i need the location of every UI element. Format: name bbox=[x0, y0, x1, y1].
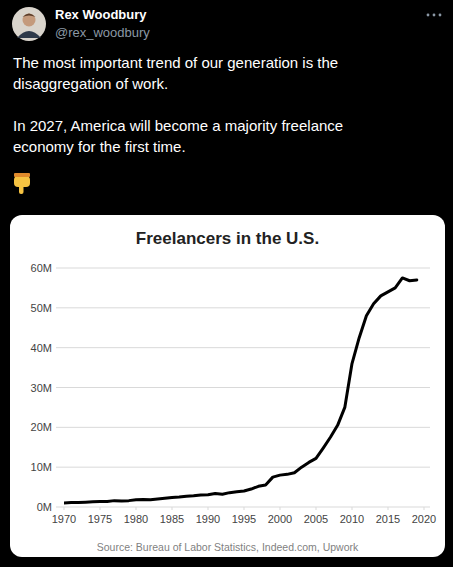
hand-palm bbox=[14, 176, 30, 187]
source: Source: Bureau of Labor Statistics, Inde… bbox=[97, 541, 359, 553]
avatar-hair bbox=[23, 14, 36, 18]
x-tick bbox=[280, 507, 281, 510]
x-tick bbox=[352, 507, 353, 510]
x-tick-label: 1980 bbox=[124, 513, 148, 525]
y-tick-label: 10M bbox=[31, 461, 52, 473]
y-tick-label: 20M bbox=[31, 421, 52, 433]
card bbox=[10, 215, 445, 557]
y-tick-label: 50M bbox=[31, 302, 52, 314]
x-tick-label: 2005 bbox=[304, 513, 328, 525]
grid-line bbox=[56, 268, 430, 269]
x-tick bbox=[388, 507, 389, 510]
chart: Freelancers in the U.S. 0M 10M 20M 30M 40M 50M… bbox=[10, 215, 445, 557]
grid-line bbox=[56, 507, 430, 508]
x-tick bbox=[316, 507, 317, 510]
data-line bbox=[64, 278, 417, 503]
x-tick-label: 2015 bbox=[376, 513, 400, 525]
grid-line bbox=[56, 427, 430, 428]
x-tick bbox=[100, 507, 101, 510]
author-name: Rex Woodbury bbox=[55, 7, 147, 22]
x-tick bbox=[208, 507, 209, 510]
grid-line bbox=[56, 307, 430, 308]
y-tick-label: 0M bbox=[37, 501, 52, 513]
y-tick-label: 60M bbox=[31, 262, 52, 274]
plot-area bbox=[64, 278, 417, 503]
x-tick bbox=[244, 507, 245, 510]
tweet-paragraph: The most important trend of our generati… bbox=[13, 52, 369, 94]
x-tick-label: 2020 bbox=[412, 513, 436, 525]
x-tick bbox=[424, 507, 425, 510]
avatar-shoulders bbox=[17, 31, 41, 38]
x-tick-label: 2010 bbox=[340, 513, 364, 525]
x-tick-label: 2000 bbox=[268, 513, 292, 525]
x-tick-label: 1990 bbox=[196, 513, 220, 525]
x-tick bbox=[64, 507, 65, 510]
x-tick-label: 1975 bbox=[88, 513, 112, 525]
author-handle: @rex_woodbury bbox=[55, 25, 150, 40]
x-tick-label: 1985 bbox=[160, 513, 184, 525]
avatar-face bbox=[23, 14, 36, 27]
x-tick bbox=[172, 507, 173, 510]
menu-dot bbox=[427, 14, 430, 17]
tweet-text: The most important trend of our generati… bbox=[13, 52, 369, 178]
grid-line bbox=[56, 467, 430, 468]
grid-line bbox=[56, 347, 430, 348]
x-tick-label: 1995 bbox=[232, 513, 256, 525]
tweet-paragraph: In 2027, America will become a majority … bbox=[13, 115, 369, 157]
avatar bbox=[12, 7, 46, 41]
y-tick-label: 40M bbox=[31, 342, 52, 354]
x-tick bbox=[136, 507, 137, 510]
chart-title: Freelancers in the U.S. bbox=[136, 229, 319, 248]
menu-dot bbox=[433, 14, 436, 17]
hand-cuff bbox=[14, 173, 30, 177]
grid-line bbox=[56, 387, 430, 388]
menu-dot bbox=[439, 14, 442, 17]
x-tick-label: 1970 bbox=[52, 513, 76, 525]
y-tick-label: 30M bbox=[31, 382, 52, 394]
